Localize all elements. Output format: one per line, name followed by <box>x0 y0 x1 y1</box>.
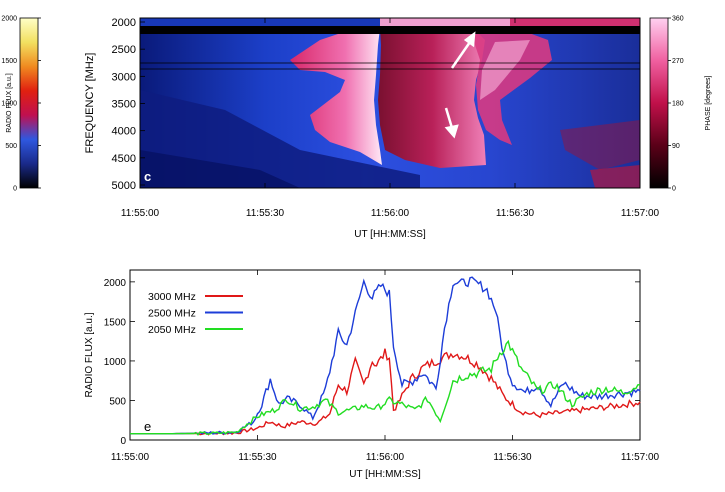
y-tick-label: 2000 <box>112 17 136 29</box>
y-tick-label: 2500 <box>112 44 136 56</box>
x-tick-label: 11:55:30 <box>246 208 285 219</box>
x-tick-label: 11:56:00 <box>366 452 405 463</box>
right-colorbar: 0 90 180 270 360 PHASE [degrees] <box>649 16 712 193</box>
legend: 3000 MHz 2500 MHz 2050 MHz <box>148 291 243 336</box>
heatmap-phase-region-1 <box>290 28 382 165</box>
line-ylabel: RADIO FLUX [a.u.] <box>84 312 95 397</box>
line-xlabel: UT [HH:MM:SS] <box>349 469 421 480</box>
y-tick-label: 500 <box>109 396 126 407</box>
y-tick-label: 3500 <box>112 99 136 111</box>
panel-label-c: c <box>144 169 151 184</box>
drift-arrow-up <box>450 31 476 69</box>
y-tick-label: 1000 <box>104 357 127 368</box>
heatmap-xlabel: UT [HH:MM:SS] <box>354 229 426 240</box>
x-tick-label: 11:55:30 <box>238 452 277 463</box>
panel-label-e: e <box>144 419 151 434</box>
y-tick-label: 3000 <box>112 71 136 83</box>
y-tick-label: 2000 <box>104 278 127 289</box>
legend-label: 3000 MHz <box>148 291 196 303</box>
colorbar-tick-label: 0 <box>672 186 676 193</box>
y-tick-label: 4500 <box>112 153 136 165</box>
x-tick-label: 11:56:30 <box>493 452 532 463</box>
colorbar-tick-label: 0 <box>13 186 17 193</box>
y-tick-label: 4000 <box>112 126 136 138</box>
y-tick-label: 5000 <box>112 180 136 192</box>
drift-arrow-down <box>444 107 459 139</box>
x-tick-label: 11:57:00 <box>621 208 660 219</box>
heatmap-phase-region-2 <box>378 24 486 168</box>
line-series-group <box>130 276 641 436</box>
x-tick-label: 11:56:00 <box>371 208 410 219</box>
x-tick-label: 11:56:30 <box>496 208 535 219</box>
y-tick-label: 1500 <box>104 317 127 328</box>
left-colorbar-label: RADIO FLUX [a.u.] <box>6 73 13 133</box>
colorbar-tick-label: 1500 <box>1 58 17 65</box>
x-tick-label: 11:55:00 <box>111 452 150 463</box>
colorbar-tick-label: 1000 <box>1 101 17 108</box>
colorbar-tick-label: 270 <box>672 58 684 65</box>
x-tick-label: 11:55:00 <box>121 208 160 219</box>
legend-label: 2500 MHz <box>148 308 196 320</box>
y-tick-label: 0 <box>120 436 126 447</box>
colorbar-tick-label: 2000 <box>1 16 17 23</box>
left-colorbar: 0 500 1000 1500 2000 RADIO FLUX [a.u.] <box>1 16 41 193</box>
legend-label: 2050 MHz <box>148 324 196 336</box>
colorbar-tick-label: 90 <box>672 143 680 150</box>
heatmap-ylabel: FREQUENCY [MHz] <box>84 53 96 154</box>
colorbar-tick-label: 360 <box>672 16 684 23</box>
colorbar-tick-label: 500 <box>5 143 17 150</box>
series-line-2050-mhz <box>130 339 641 436</box>
x-tick-label: 11:57:00 <box>621 452 660 463</box>
right-colorbar-label: PHASE [degrees] <box>705 76 712 131</box>
colorbar-tick-label: 180 <box>672 101 684 108</box>
heatmap-plot-area: c <box>140 18 640 188</box>
